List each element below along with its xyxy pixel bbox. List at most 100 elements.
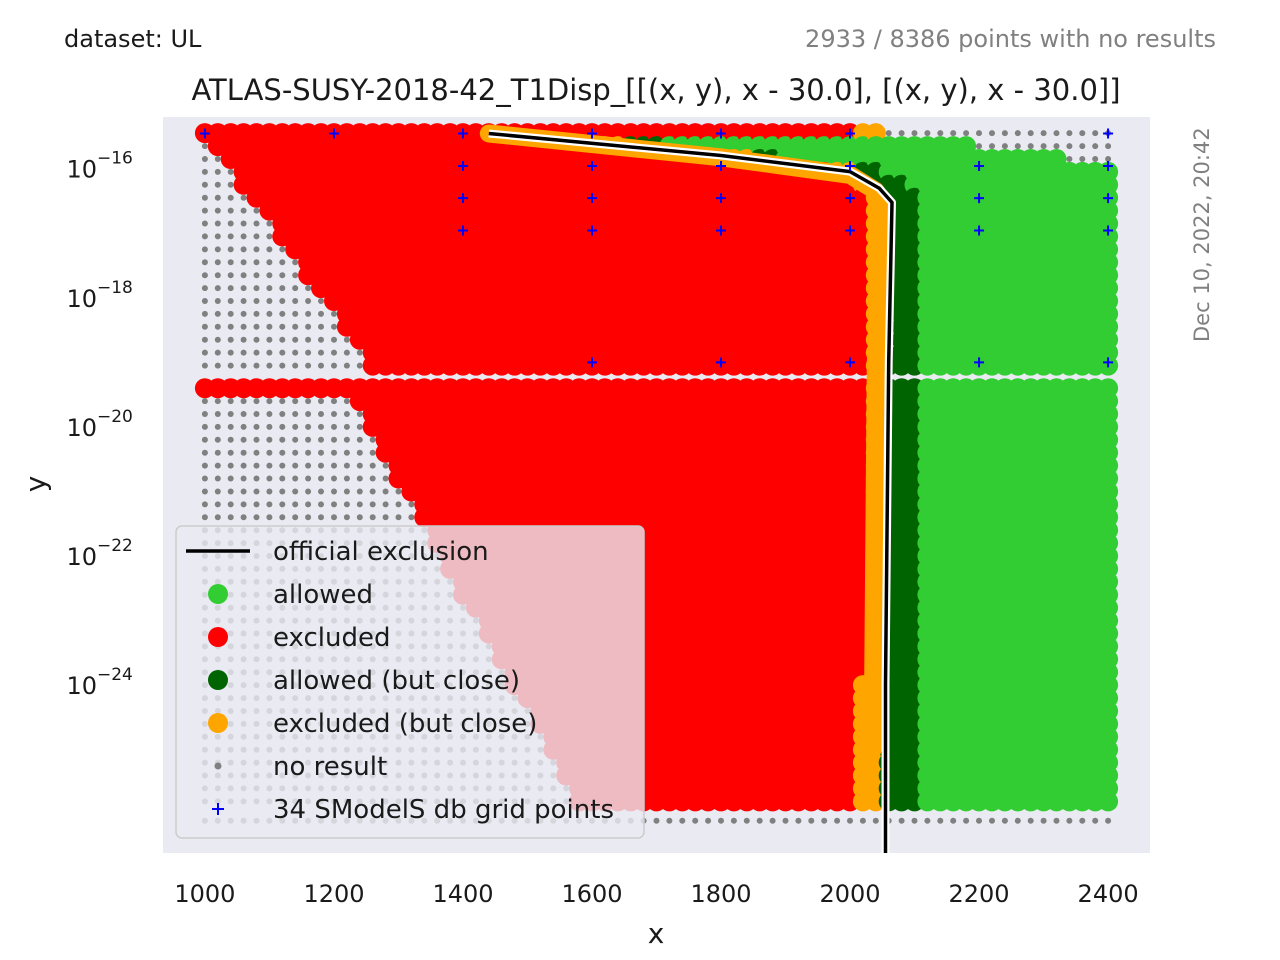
grid-point-marker bbox=[199, 128, 210, 139]
scatter-point bbox=[266, 310, 273, 317]
scatter-point bbox=[343, 411, 350, 417]
scatter-point bbox=[240, 207, 247, 214]
scatter-point bbox=[201, 423, 208, 430]
y-tick-label: 10 bbox=[66, 414, 97, 442]
scatter-point bbox=[253, 411, 260, 417]
scatter-point bbox=[292, 449, 299, 456]
scatter-point bbox=[240, 233, 247, 240]
scatter-point bbox=[266, 298, 273, 304]
scatter-point bbox=[395, 514, 402, 521]
scatter-point bbox=[266, 233, 273, 240]
scatter-point bbox=[240, 411, 247, 417]
scatter-point bbox=[305, 514, 312, 521]
grid-point-marker bbox=[586, 225, 597, 236]
scatter-point bbox=[201, 349, 208, 356]
legend-label: allowed bbox=[273, 580, 373, 610]
scatter-point bbox=[331, 349, 337, 356]
scatter-point bbox=[201, 207, 208, 214]
scatter-point bbox=[318, 449, 324, 456]
grid-point-marker bbox=[716, 160, 727, 171]
scatter-point bbox=[292, 488, 299, 495]
scatter-point bbox=[240, 259, 247, 266]
scatter-point bbox=[356, 514, 363, 521]
scatter-point bbox=[253, 323, 260, 330]
scatter-point bbox=[1014, 817, 1021, 824]
scatter-point bbox=[292, 310, 299, 317]
scatter-point bbox=[963, 130, 970, 137]
scatter-point bbox=[331, 514, 337, 521]
scatter-point bbox=[240, 462, 247, 469]
scatter-point bbox=[292, 285, 299, 292]
scatter-point bbox=[730, 817, 737, 824]
scatter-point bbox=[227, 462, 234, 469]
scatter-point bbox=[214, 501, 221, 508]
scatter-point bbox=[382, 514, 389, 521]
scatter-point bbox=[382, 462, 389, 469]
scatter-point bbox=[240, 501, 247, 508]
scatter-point bbox=[318, 462, 324, 469]
scatter-point bbox=[1027, 143, 1034, 150]
scatter-point bbox=[279, 462, 286, 469]
scatter-point bbox=[343, 349, 350, 356]
scatter-point bbox=[240, 310, 247, 317]
scatter-point bbox=[859, 817, 866, 824]
scatter-point bbox=[808, 817, 815, 824]
scatter-point bbox=[1014, 130, 1021, 137]
scatter-point bbox=[369, 488, 376, 495]
scatter-point bbox=[227, 194, 234, 201]
scatter-point bbox=[214, 475, 221, 482]
scatter-point bbox=[356, 475, 363, 482]
scatter-point bbox=[318, 349, 324, 356]
grid-point-marker bbox=[974, 160, 985, 171]
scatter-point bbox=[382, 475, 389, 482]
legend-label: 34 SModelS db grid points bbox=[273, 795, 614, 825]
scatter-point bbox=[214, 285, 221, 292]
scatter-point bbox=[331, 436, 337, 443]
scatter-point bbox=[1001, 817, 1008, 824]
scatter-point bbox=[214, 462, 221, 469]
scatter-point bbox=[227, 411, 234, 417]
scatter-point bbox=[292, 272, 299, 279]
scatter-point bbox=[201, 233, 208, 240]
scatter-point bbox=[847, 817, 853, 824]
scatter-point bbox=[343, 336, 350, 343]
scatter-point bbox=[266, 475, 273, 482]
smodels-grid-points bbox=[199, 128, 1114, 368]
grid-point-marker bbox=[716, 357, 727, 368]
scatter-point bbox=[292, 398, 299, 405]
scatter-point bbox=[318, 398, 324, 405]
grid-point-marker bbox=[586, 193, 597, 204]
grid-point-marker bbox=[716, 128, 727, 139]
legend-label: official exclusion bbox=[273, 537, 489, 567]
scatter-point bbox=[318, 310, 324, 317]
scatter-point bbox=[395, 501, 402, 508]
chart-title: ATLAS-SUSY-2018-42_T1Disp_[[(x, y), x - … bbox=[191, 73, 1120, 107]
no-results-note: 2933 / 8386 points with no results bbox=[805, 25, 1216, 53]
scatter-point bbox=[318, 514, 324, 521]
scatter-point bbox=[911, 130, 918, 137]
scatter-point bbox=[356, 488, 363, 495]
scatter-point bbox=[653, 817, 660, 824]
scatter-point bbox=[253, 336, 260, 343]
scatter-point bbox=[305, 349, 312, 356]
y-tick-exponent: −20 bbox=[97, 407, 133, 427]
scatter-point bbox=[279, 436, 286, 443]
scatter-point bbox=[279, 514, 286, 521]
grid-point-marker bbox=[974, 225, 985, 236]
scatter-point bbox=[214, 272, 221, 279]
scatter-point bbox=[227, 323, 234, 330]
scatter-point bbox=[201, 168, 208, 175]
scatter-point bbox=[279, 285, 286, 292]
scatter-point bbox=[356, 462, 363, 469]
scatter-point bbox=[1092, 817, 1099, 824]
y-tick-label: 10 bbox=[66, 156, 97, 184]
scatter-point bbox=[240, 272, 247, 279]
scatter-point bbox=[214, 398, 221, 405]
y-tick-exponent: −16 bbox=[97, 149, 133, 169]
scatter-point bbox=[937, 817, 944, 824]
scatter-point bbox=[266, 336, 273, 343]
grid-point-marker bbox=[845, 193, 856, 204]
y-tick-exponent: −22 bbox=[97, 536, 133, 556]
scatter-point bbox=[201, 194, 208, 201]
